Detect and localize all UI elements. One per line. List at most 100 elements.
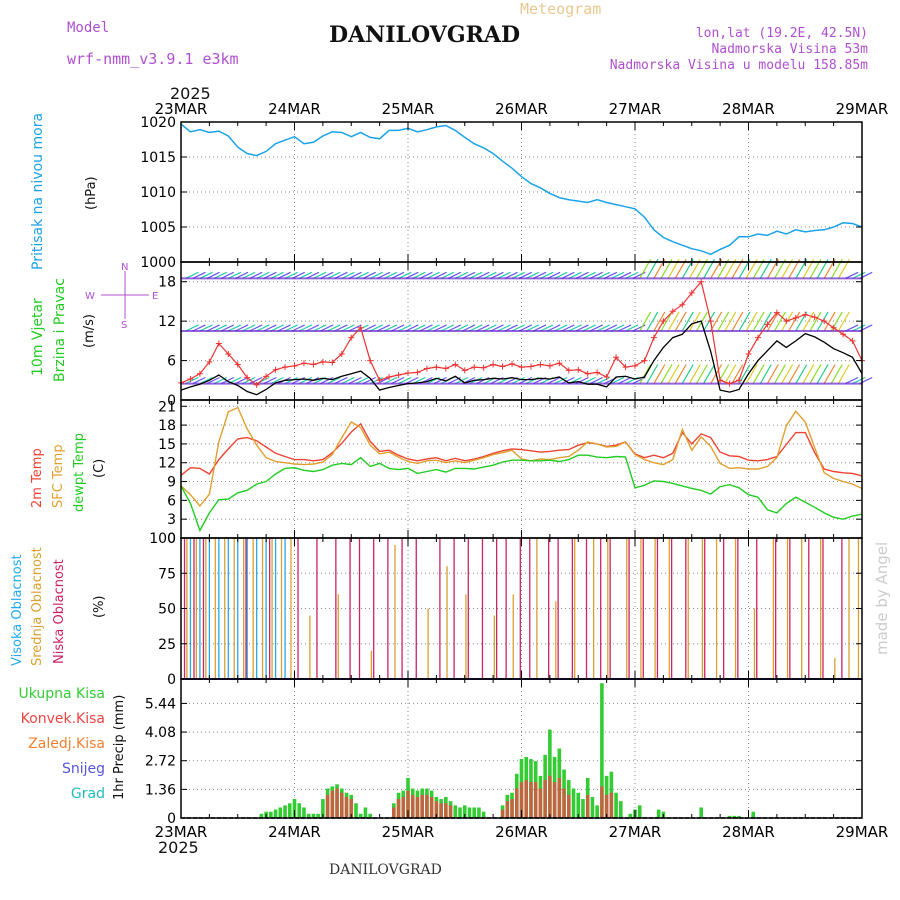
precip-total-bar bbox=[619, 801, 623, 818]
model-name: wrf-nmm_v3.9.1 e3km bbox=[67, 50, 239, 68]
wind-speed-line bbox=[180, 320, 863, 396]
temp-sfc-line bbox=[180, 406, 863, 508]
wind-barb bbox=[490, 271, 504, 279]
precip-total-bar bbox=[462, 805, 467, 818]
wind-barb bbox=[270, 324, 284, 332]
wind-barb bbox=[575, 271, 589, 279]
precip-conv-bar bbox=[604, 794, 609, 818]
precip-total-bar bbox=[269, 811, 273, 818]
wind-barb bbox=[369, 324, 384, 332]
y-tick-label: 1015 bbox=[140, 150, 176, 166]
wind-gust-marker bbox=[726, 380, 733, 387]
wind-barb bbox=[235, 324, 249, 332]
precip-frz-label: Zaledj.Kisa bbox=[28, 736, 105, 752]
wind-barb bbox=[625, 324, 639, 332]
y-tick-label: 1010 bbox=[140, 185, 176, 201]
wind-barb bbox=[845, 376, 859, 385]
wind-gust-marker bbox=[471, 364, 478, 371]
precip-conv-bar bbox=[524, 780, 529, 818]
wind-barb bbox=[362, 376, 376, 385]
wind-barb bbox=[348, 271, 362, 279]
x-tick-label-bottom: 28MAR bbox=[722, 823, 775, 841]
wind-gust-marker bbox=[423, 365, 430, 372]
precip-total-bar bbox=[481, 811, 486, 818]
y-tick-label: 6 bbox=[167, 354, 176, 370]
wind-barb bbox=[256, 271, 270, 279]
wind-gust-marker bbox=[452, 361, 459, 368]
wind-gust-marker bbox=[603, 374, 610, 380]
wind-gust-marker bbox=[414, 369, 421, 376]
precip-total-bar bbox=[732, 815, 737, 818]
precip-conv-bar bbox=[514, 788, 519, 818]
wind-gust-marker bbox=[480, 364, 487, 371]
wind-barb bbox=[284, 271, 298, 279]
x-tick-label-top: 29MAR bbox=[836, 100, 889, 118]
wind-gust-marker bbox=[319, 358, 326, 365]
wind-barb bbox=[540, 324, 554, 332]
wind-barb bbox=[561, 376, 575, 385]
wind-barb bbox=[362, 324, 376, 332]
wind-gust-marker bbox=[632, 362, 638, 369]
wind-barb bbox=[341, 271, 355, 279]
wind-barb bbox=[235, 271, 249, 279]
wind-barb bbox=[199, 271, 213, 279]
wind-barb bbox=[717, 311, 730, 332]
wind-gust-marker bbox=[348, 334, 355, 341]
wind-barb bbox=[575, 324, 589, 332]
wind-barb bbox=[384, 376, 398, 385]
wind-barb bbox=[547, 376, 561, 385]
wind-gust-marker bbox=[376, 377, 383, 384]
precip-conv-bar bbox=[406, 790, 410, 818]
y-tick-label: 21 bbox=[158, 399, 176, 415]
precip-total-bar bbox=[590, 796, 595, 818]
wind-barb bbox=[603, 271, 618, 279]
wind-barb bbox=[313, 324, 327, 332]
wind-gust-marker bbox=[698, 278, 705, 285]
wind-gust-marker bbox=[357, 324, 364, 331]
wind-barb bbox=[738, 311, 751, 332]
wind-gust-marker bbox=[556, 360, 563, 367]
year-top: 2025 bbox=[170, 84, 211, 103]
wind-barb bbox=[462, 324, 476, 332]
precip-total-bar bbox=[321, 799, 325, 818]
precip-total-bar bbox=[283, 805, 287, 818]
wind-barb bbox=[752, 311, 765, 332]
precip-conv-bar bbox=[500, 809, 505, 818]
wind-barb bbox=[660, 311, 673, 332]
precip-conv-bar bbox=[548, 775, 552, 818]
wind-barb bbox=[554, 376, 568, 385]
precip-total-bar bbox=[595, 805, 599, 818]
wind-gust-marker bbox=[282, 364, 289, 371]
wind-barb bbox=[667, 364, 680, 384]
precip-conv-bar bbox=[533, 782, 538, 818]
y-tick-label: 0 bbox=[167, 672, 176, 688]
precip-conv-bar bbox=[349, 799, 354, 818]
wind-barb bbox=[596, 376, 611, 385]
wind-barb bbox=[355, 376, 369, 385]
wind-barb bbox=[618, 271, 632, 279]
wind-barb bbox=[206, 376, 220, 385]
wind-barb bbox=[476, 271, 490, 279]
wind-barb bbox=[306, 324, 320, 332]
precip-conv-bar bbox=[552, 782, 557, 818]
wind-gust-marker bbox=[669, 308, 676, 315]
wind-barb bbox=[433, 271, 447, 279]
y-tick-label: 3 bbox=[167, 512, 176, 528]
x-tick-label-top: 27MAR bbox=[609, 100, 662, 118]
wind-barb bbox=[334, 324, 348, 332]
wind-gust-marker bbox=[300, 360, 307, 367]
wind-gust-marker bbox=[518, 364, 525, 371]
wind-barb bbox=[440, 324, 454, 332]
wind-barb bbox=[426, 324, 440, 332]
wind-barb bbox=[589, 376, 603, 385]
precip-conv-bar bbox=[420, 794, 424, 818]
y-tick-label: 1005 bbox=[140, 220, 176, 236]
wind-barb bbox=[433, 376, 447, 385]
wind-gust-marker bbox=[840, 331, 847, 338]
y-tick-label: 50 bbox=[158, 602, 176, 618]
wind-gust-marker bbox=[622, 364, 629, 371]
wind-gust-marker bbox=[565, 367, 572, 374]
wind-barb bbox=[348, 324, 362, 332]
wind-barb bbox=[185, 271, 199, 279]
wind-barb bbox=[618, 376, 632, 385]
